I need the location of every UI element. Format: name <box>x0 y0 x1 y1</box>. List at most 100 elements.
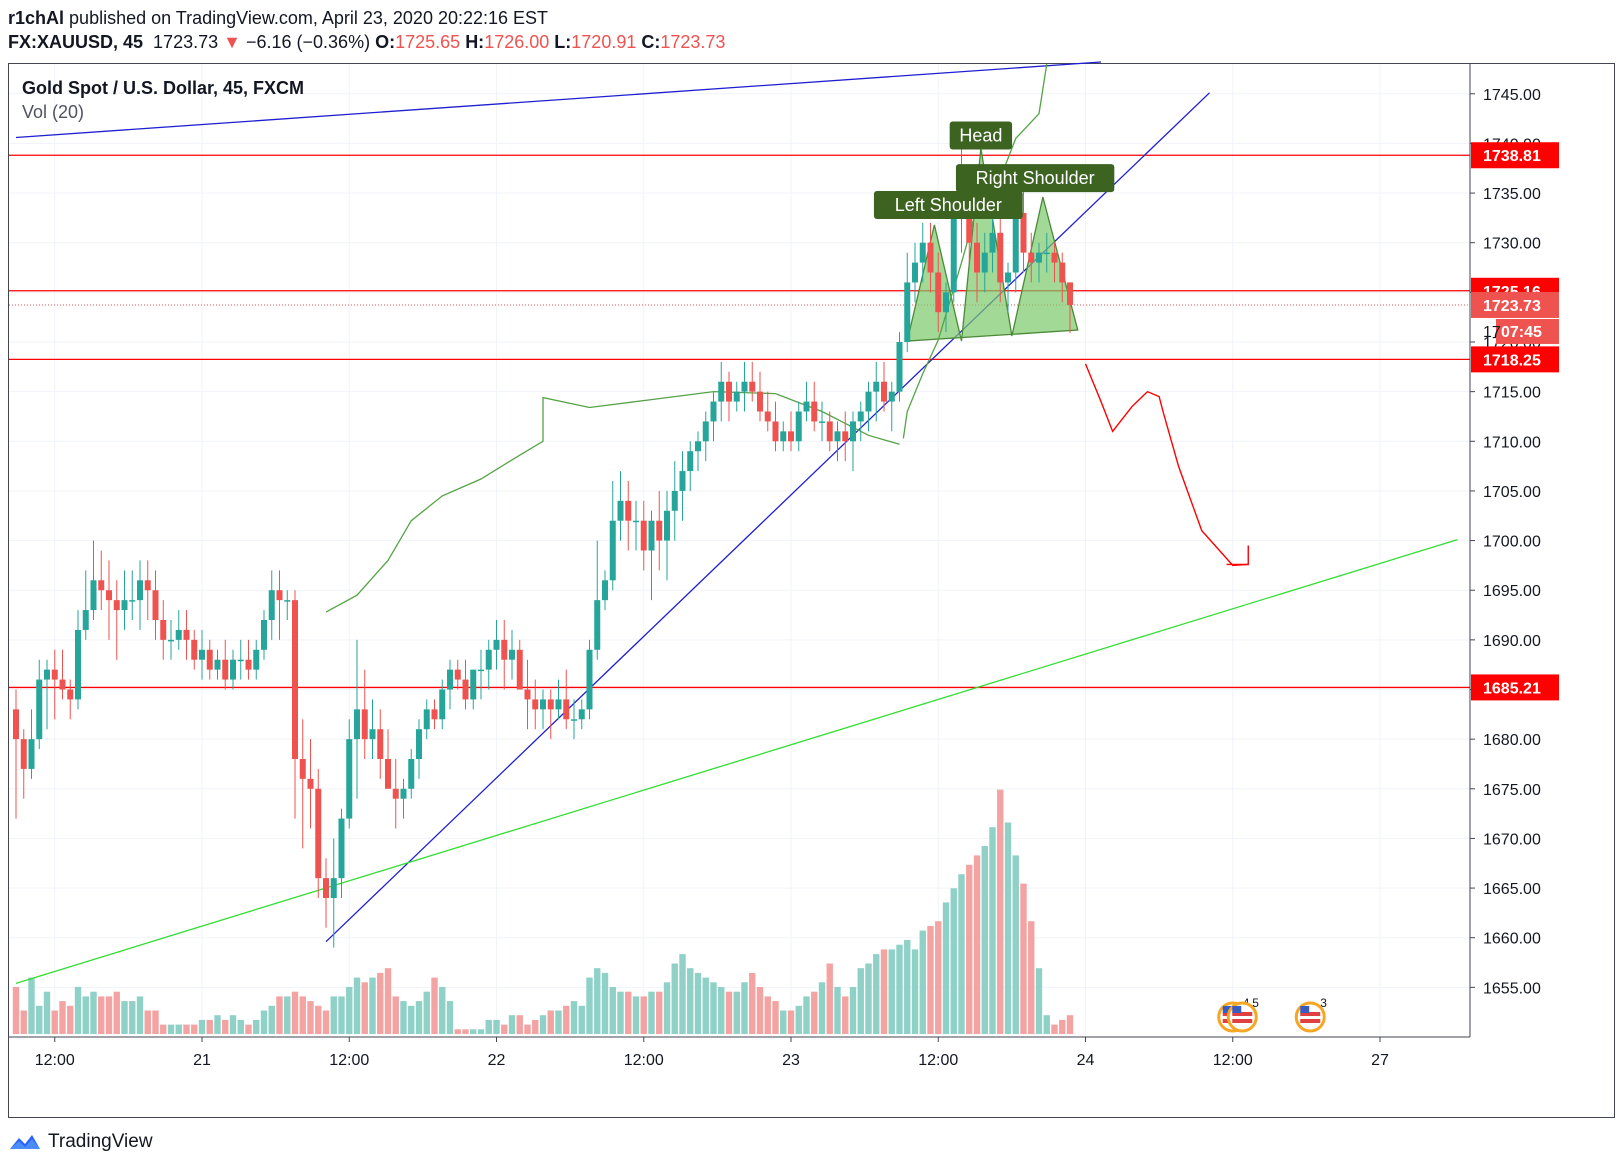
time-tick-label: 23 <box>782 1052 800 1069</box>
volume-bar <box>43 991 51 1034</box>
candle-body <box>276 590 283 601</box>
candle-body <box>509 649 515 660</box>
volume-bar <box>361 982 368 1034</box>
time-tick-label: 12:00 <box>35 1052 75 1069</box>
candle-body <box>695 441 701 452</box>
volume-bar <box>927 925 934 1034</box>
legend-title[interactable]: Gold Spot / U.S. Dollar, 45, FXCM <box>22 78 305 98</box>
price-label-text: 1738.81 <box>1483 148 1541 165</box>
candle-body <box>547 699 554 710</box>
us-flag-icon: 5 <box>1226 996 1259 1033</box>
volume-bar <box>1051 1024 1058 1034</box>
volume-bar <box>462 1029 469 1034</box>
candle-body <box>578 709 585 720</box>
volume-bar <box>578 1005 585 1034</box>
volume-bar <box>206 1019 213 1034</box>
volume-bar <box>74 987 82 1034</box>
candle-body <box>749 381 756 392</box>
price-tick-label: 1715.00 <box>1483 385 1541 402</box>
volume-bar <box>888 949 895 1034</box>
flag-stripe <box>1300 1012 1321 1016</box>
volume-bar <box>989 827 996 1034</box>
volume-bar <box>772 1001 779 1034</box>
candle-body <box>912 262 918 283</box>
candle-body <box>1043 252 1050 255</box>
candle-body <box>602 580 608 601</box>
volume-bar <box>167 1024 175 1034</box>
volume-bar <box>268 1005 275 1034</box>
volume-bar <box>237 1019 244 1034</box>
volume-bar <box>1035 968 1043 1034</box>
candle-body <box>1028 252 1035 263</box>
time-tick-label: 12:00 <box>1213 1052 1253 1069</box>
volume-bar <box>718 987 725 1034</box>
volume-bar <box>981 846 988 1034</box>
volume-bar <box>656 991 663 1034</box>
volume-bar <box>276 996 283 1034</box>
candle-body <box>261 620 267 650</box>
volume-bar <box>245 1024 252 1034</box>
volume-bar <box>229 1015 237 1034</box>
candle-body <box>129 600 136 602</box>
time-tick-label: 12:00 <box>918 1052 958 1069</box>
price-tick-label: 1660.00 <box>1483 931 1541 948</box>
pattern-label-text: Head <box>959 125 1002 145</box>
volume-bar <box>291 991 299 1034</box>
pattern-label-box <box>873 190 1023 219</box>
candle-body <box>609 520 616 581</box>
price-tick-label: 1735.00 <box>1483 186 1541 203</box>
volume-bar <box>175 1024 182 1034</box>
volume-bar <box>431 977 438 1034</box>
volume-bar <box>36 1005 43 1034</box>
volume-bar <box>818 982 826 1034</box>
volume-bar <box>384 968 392 1034</box>
price-label-box <box>1471 291 1559 318</box>
tradingview-logo-icon[interactable] <box>8 1131 42 1153</box>
volume-bar <box>485 1019 492 1034</box>
volume-bar <box>563 1005 570 1034</box>
candle-body <box>981 252 988 273</box>
candle-body <box>795 411 802 442</box>
flag-stripe <box>1232 1012 1253 1016</box>
low-value: 1720.91 <box>571 32 637 52</box>
price-tick-label: 1655.00 <box>1483 980 1541 997</box>
volume-bar <box>795 1005 802 1034</box>
candle-body <box>51 669 58 680</box>
volume-bar <box>1066 1015 1074 1034</box>
price-axis: 1745.001740.001735.001730.001725.001720.… <box>9 64 1559 1038</box>
volume-bar <box>423 991 430 1034</box>
footer: TradingView <box>8 1128 153 1156</box>
candle-body <box>943 292 949 313</box>
chart-header: r1chAl published on TradingView.com, Apr… <box>8 6 725 54</box>
candle-body <box>966 203 973 243</box>
brand-name[interactable]: TradingView <box>48 1131 153 1152</box>
open-value: 1725.65 <box>395 32 461 52</box>
volume-bar <box>741 982 748 1034</box>
volume-bar <box>160 1024 167 1034</box>
author-name[interactable]: r1chAl <box>8 8 65 28</box>
volume-bar <box>12 987 20 1034</box>
candle-body <box>28 739 35 769</box>
candle-body <box>989 232 996 253</box>
volume-bar <box>811 991 818 1034</box>
candle-body <box>896 342 903 392</box>
candle-body <box>718 381 725 402</box>
volume-bar <box>253 1019 260 1034</box>
volume-bar <box>400 1001 407 1034</box>
volume-bar <box>454 1029 461 1034</box>
candle-body <box>330 878 337 898</box>
publish-date: published on TradingView.com, April 23, … <box>69 8 549 28</box>
volume-bar <box>609 987 616 1034</box>
volume-bar <box>113 991 120 1034</box>
candle-body <box>98 580 105 591</box>
candle-body <box>857 411 864 422</box>
volume-bar <box>865 963 872 1034</box>
volume-legend[interactable]: Vol (20) <box>22 102 85 122</box>
candle-body <box>974 242 980 273</box>
candle-body <box>741 381 748 392</box>
candle-body <box>726 381 732 402</box>
countdown-box <box>1496 318 1559 344</box>
candle-body <box>842 431 849 442</box>
candle-body <box>811 401 818 422</box>
